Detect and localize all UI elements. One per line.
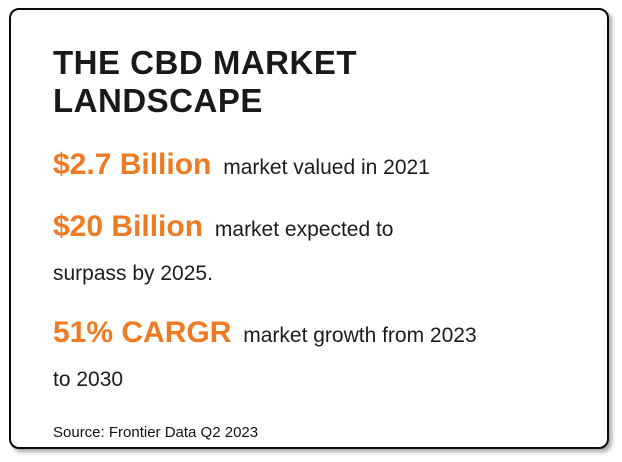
source-note: Source: Frontier Data Q2 2023: [53, 424, 259, 441]
stat-value: $20 Billion: [53, 210, 204, 243]
stat-description: market expected to surpass by 2025.: [53, 218, 394, 285]
stat-value: 51% CARGR: [53, 316, 232, 349]
stat-item-market-value-2021: $2.7 Billion market valued in 2021: [53, 146, 553, 190]
card-title: THE CBD MARKET LANDSCAPE: [53, 44, 357, 119]
stat-item-expected-2025: $20 Billion market expected to surpass b…: [53, 208, 553, 296]
stat-description: market valued in 2021: [223, 156, 430, 179]
stat-description: market growth from 2023 to 2030: [53, 324, 477, 391]
stat-value: $2.7 Billion: [53, 148, 212, 181]
infographic-card: THE CBD MARKET LANDSCAPE $2.7 Billion ma…: [9, 8, 609, 449]
stat-item-cagr-growth: 51% CARGR market growth from 2023 to 203…: [53, 314, 553, 402]
